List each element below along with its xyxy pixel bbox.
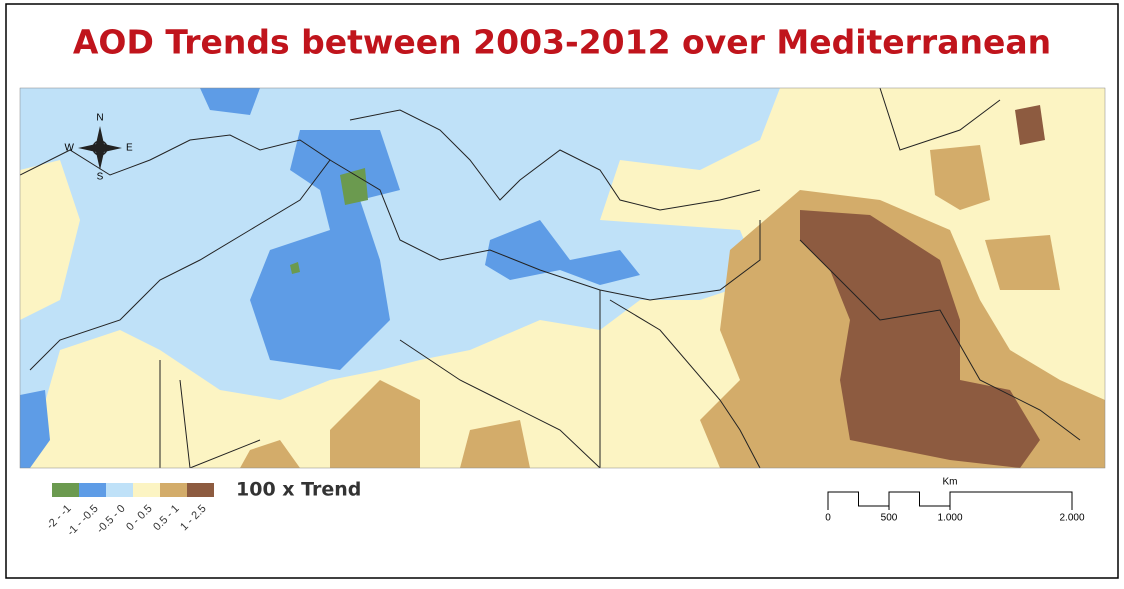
compass-north: N [96,113,103,124]
compass-west: W [65,143,75,154]
legend-swatch [187,483,214,497]
scale-unit: Km [943,477,958,488]
legend-swatch [106,483,133,497]
legend-swatch [133,483,160,497]
compass-south: S [97,172,104,183]
legend-swatch [160,483,187,497]
map [19,87,1106,469]
title: AOD Trends between 2003-2012 over Medite… [73,23,1051,62]
legend-swatch [79,483,106,497]
scale-bar: Km 0 500 1.000 2.000 [825,477,1085,524]
scale-line [827,491,1073,507]
legend-swatch [52,483,79,497]
compass: N S E W [65,113,133,183]
legend-caption: 100 x Trend [236,479,361,501]
scale-label: 1.000 [937,513,962,524]
scale-label: 2.000 [1059,513,1084,524]
compass-east: E [126,143,133,154]
scale-label: 0 [825,513,831,524]
scale-label: 500 [881,513,898,524]
